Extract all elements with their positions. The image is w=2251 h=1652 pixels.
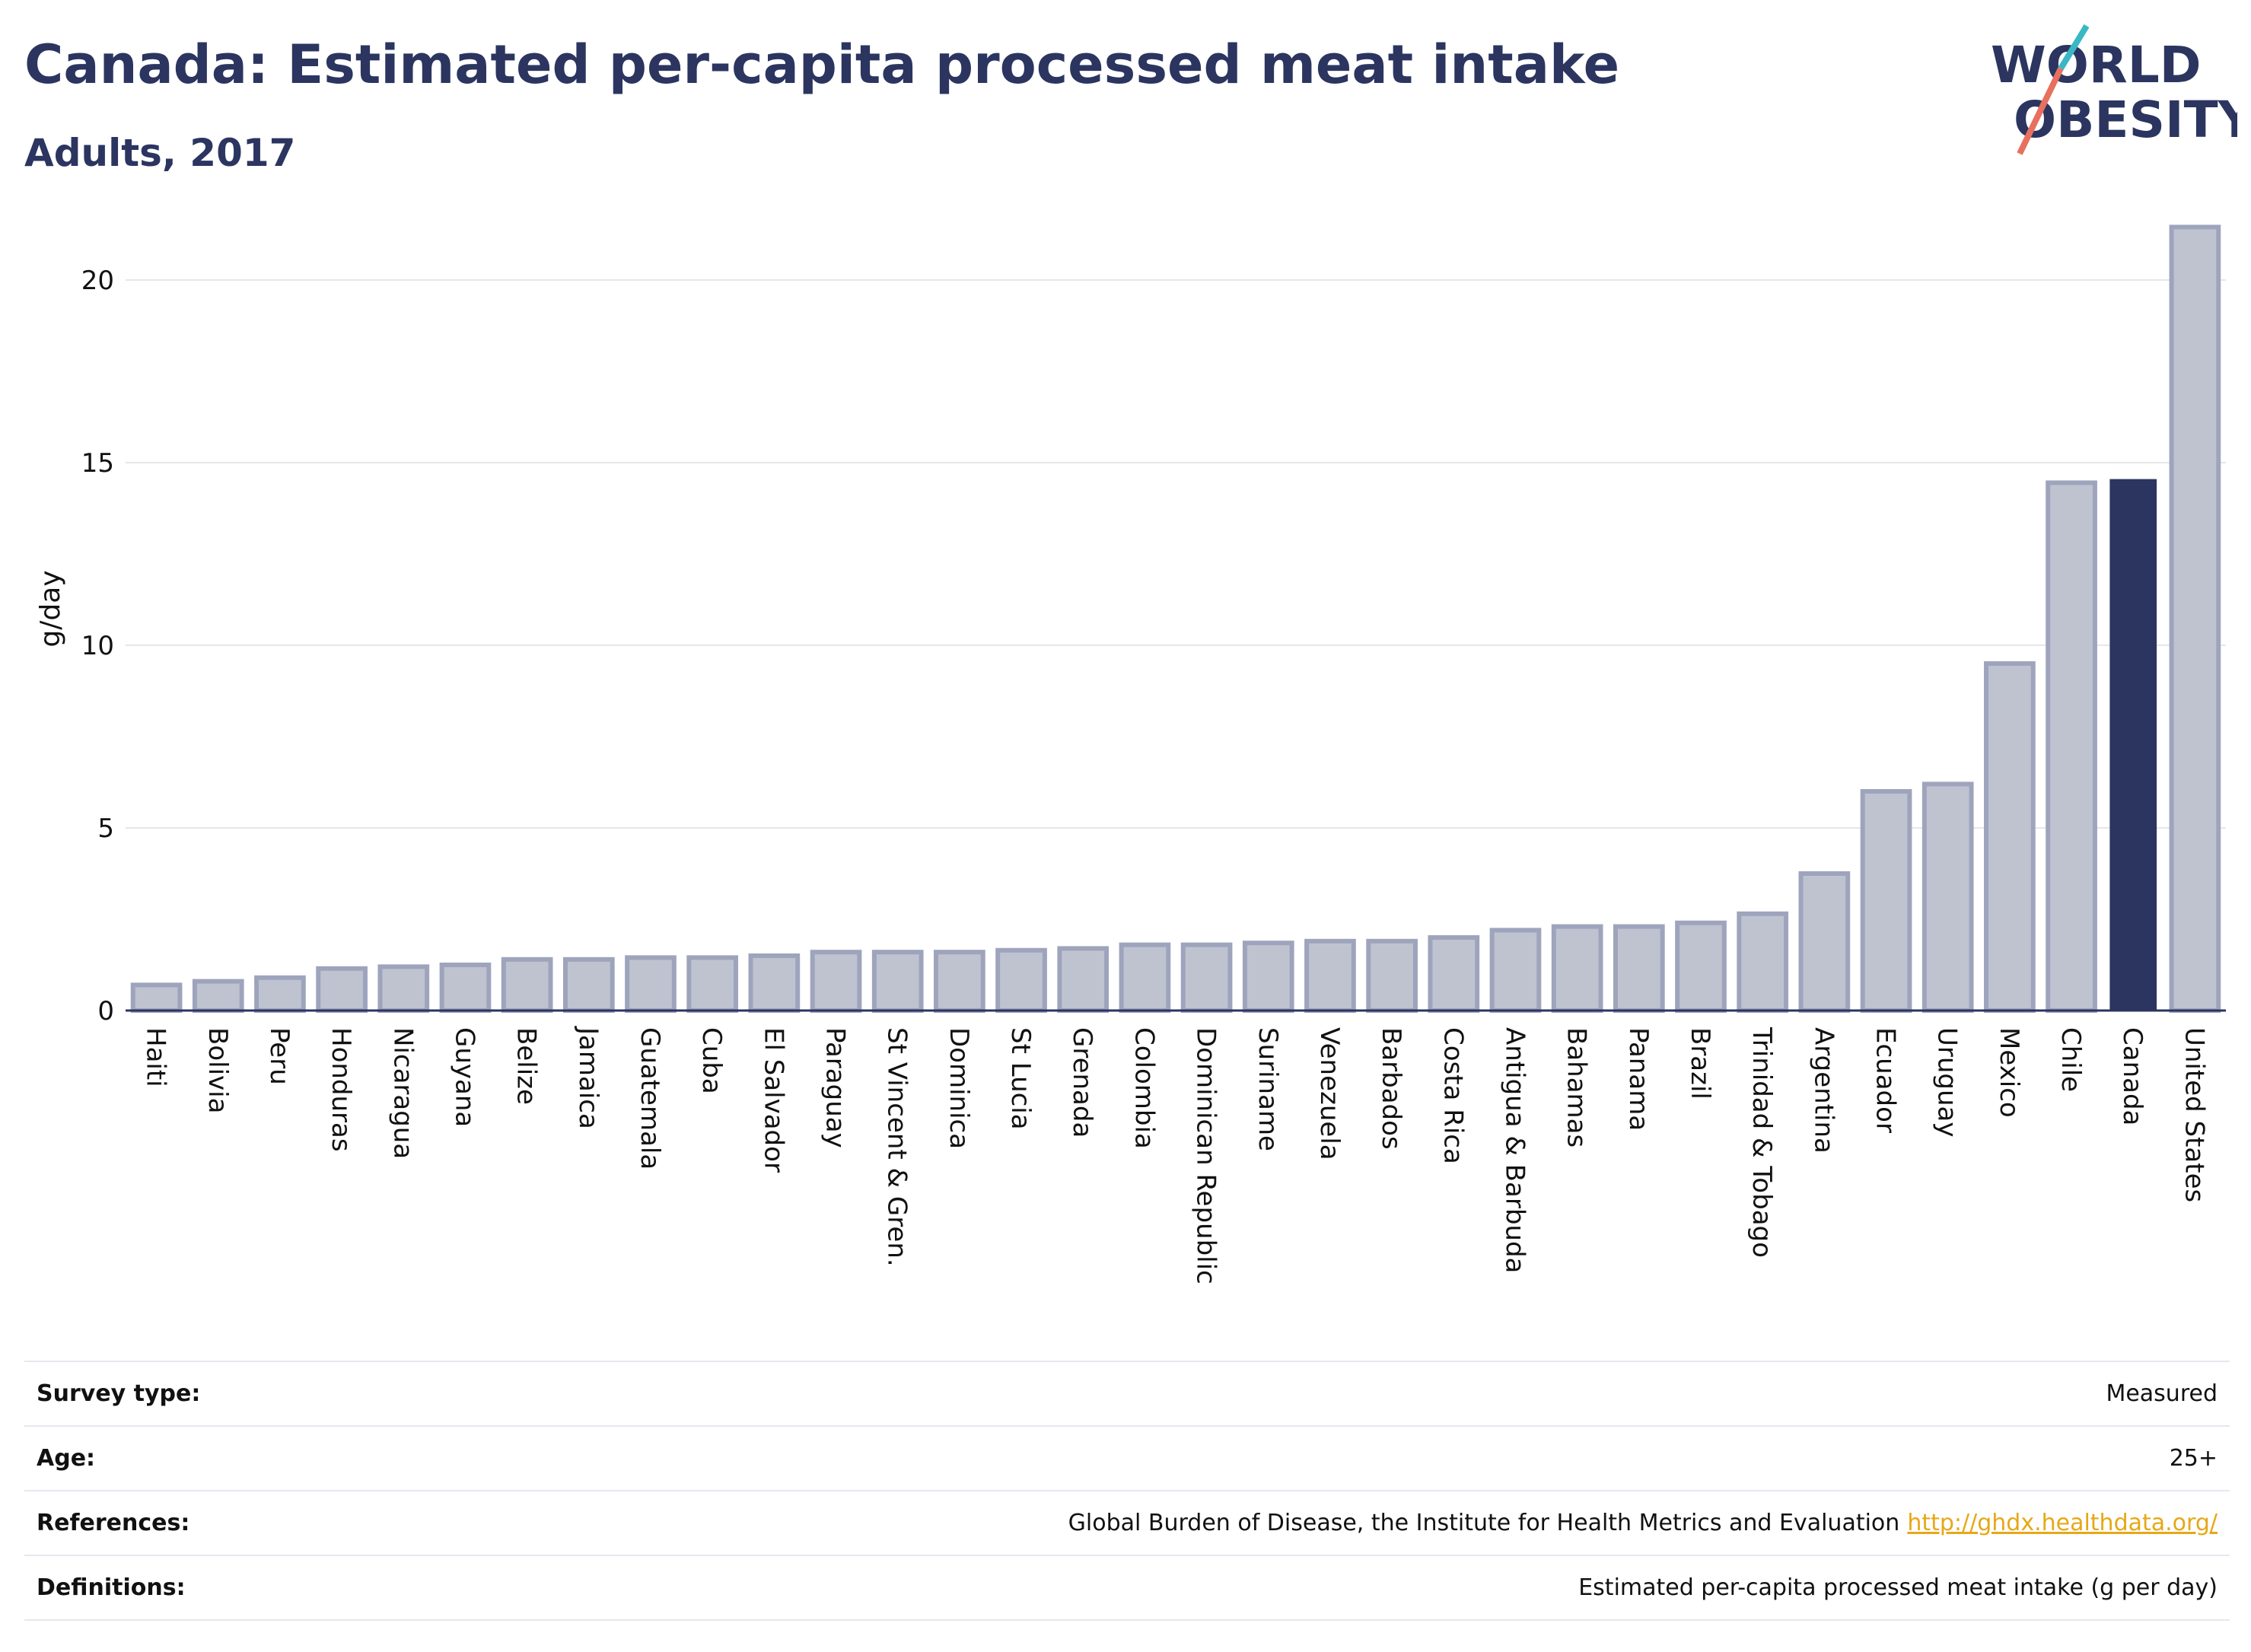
x-tick-label: Bolivia [202,1027,233,1113]
x-tick-label: Grenada [1067,1027,1097,1138]
y-tick-label: 10 [81,631,114,661]
x-tick-label: El Salvador [758,1027,788,1173]
bar-brazil [1675,920,1727,1014]
x-tick-label: Belize [511,1027,542,1105]
info-row: Definitions: Estimated per-capita process… [24,1555,2230,1621]
x-axis-labels: Haiti Bolivia Peru Honduras Nicaragua Guyana B… [141,1026,2210,1284]
x-tick-label: Uruguay [1932,1027,1963,1138]
bar-honduras [316,966,368,1014]
bar-st-vincent-gren- [871,950,924,1013]
logo-word-1: WORLD [1991,36,2202,94]
info-key: Survey type: [37,1380,201,1407]
info-table: Survey type: Measured Age: 25+ References: Gl… [24,1361,2230,1621]
x-tick-label: Colombia [1129,1027,1159,1149]
info-row: Age: 25+ [24,1425,2230,1490]
info-row: References: Global Burden of Disease, the… [24,1490,2230,1555]
bar-panama [1613,924,1665,1013]
x-tick-label: Brazil [1685,1027,1715,1100]
x-tick-label: Barbados [1376,1027,1406,1150]
bar-peru [254,975,306,1014]
bar-chile [2046,480,2097,1013]
info-row: Survey type: Measured [24,1361,2230,1425]
x-tick-label: Nicaragua [387,1027,418,1159]
bar-paraguay [810,950,862,1013]
x-tick-label: St Vincent & Gren. [882,1027,912,1267]
bar-dominica [934,950,985,1013]
y-tick-label: 20 [81,266,114,296]
info-value: Estimated per-capita processed meat inta… [1578,1574,2218,1601]
x-tick-label: Dominica [944,1027,974,1149]
x-tick-label: St Lucia [1005,1027,1036,1130]
logo-accent-teal [2058,24,2090,71]
bar-dominican-republic [1180,942,1233,1013]
x-tick-label: Bahamas [1562,1027,1592,1147]
x-tick-label: Venezuela [1314,1027,1345,1160]
bar-barbados [1366,938,1418,1014]
info-value: Measured [2106,1380,2218,1407]
bar-guyana [439,963,492,1013]
y-axis-ticks: 0 5 10 15 20 [81,266,114,1027]
bar-bolivia [192,979,244,1013]
world-obesity-logo: WORLD OBESITY [1991,24,2237,155]
chart-title: Canada: Estimated per-capita processed m… [24,33,1620,96]
bar-mexico [1984,661,2036,1013]
info-value: 25+ [2169,1445,2218,1472]
info-value: Global Burden of Disease, the Institute … [1068,1510,2218,1536]
bar-trinidad-tobago [1737,911,1789,1014]
x-tick-label: Chile [2055,1027,2086,1092]
bar-grenada [1057,946,1110,1014]
bar-ecuador [1860,789,1912,1013]
x-tick-label: Trinidad & Tobago [1746,1027,1777,1258]
x-tick-label: Ecuador [1871,1027,1901,1133]
bar-jamaica [562,957,615,1014]
bar-guatemala [625,955,677,1014]
bar-venezuela [1304,938,1356,1014]
bar-bahamas [1551,924,1603,1013]
bar-colombia [1119,942,1171,1013]
info-key: References: [37,1510,190,1536]
x-tick-label: Argentina [1808,1027,1839,1154]
bar-united-states [2169,224,2221,1013]
bar-canada [2109,479,2157,1011]
bar-antigua-barbuda [1489,928,1542,1014]
x-tick-label: Dominican Republic [1191,1027,1221,1284]
y-tick-label: 5 [97,813,114,844]
x-tick-label: Haiti [141,1027,171,1087]
x-tick-label: Canada [2117,1027,2148,1125]
x-tick-label: Paraguay [820,1027,851,1148]
x-tick-label: Jamaica [573,1026,603,1129]
bar-el-salvador [748,953,801,1013]
bar-belize [501,957,553,1014]
y-tick-label: 15 [81,448,114,479]
x-tick-label: Cuba [696,1027,727,1094]
x-tick-label: Guyana [449,1027,479,1127]
bar-suriname [1242,941,1294,1013]
bar-costa-rica [1428,935,1480,1013]
y-axis-label: g/day [35,570,66,647]
x-tick-label: United States [2179,1027,2209,1202]
x-tick-label: Antigua & Barbuda [1499,1027,1530,1273]
info-key: Definitions: [37,1574,186,1601]
logo-word-2: OBESITY [2014,91,2237,149]
bar-nicaragua [377,964,430,1014]
x-tick-label: Panama [1623,1027,1654,1131]
x-tick-label: Suriname [1253,1027,1283,1151]
bar-cuba [686,955,739,1014]
chart-subtitle: Adults, 2017 [24,131,296,175]
x-tick-label: Mexico [1994,1027,2024,1118]
bar-haiti [130,982,183,1014]
x-tick-label: Guatemala [635,1027,665,1170]
logo-accent-coral [2017,67,2064,155]
bar-uruguay [1921,781,1974,1014]
x-tick-label: Costa Rica [1438,1027,1468,1164]
bar-st-lucia [995,947,1047,1014]
x-tick-label: Honduras [326,1027,356,1152]
reference-link[interactable]: http://ghdx.healthdata.org/ [1907,1510,2218,1536]
x-tick-label: Peru [264,1027,295,1085]
bar-chart: 0 5 10 15 20 Haiti Bolivia Peru Honduras Nicarag… [35,224,2226,1284]
bar-argentina [1798,871,1851,1013]
y-tick-label: 0 [97,996,114,1027]
bars [130,224,2221,1014]
info-key: Age: [37,1445,96,1472]
